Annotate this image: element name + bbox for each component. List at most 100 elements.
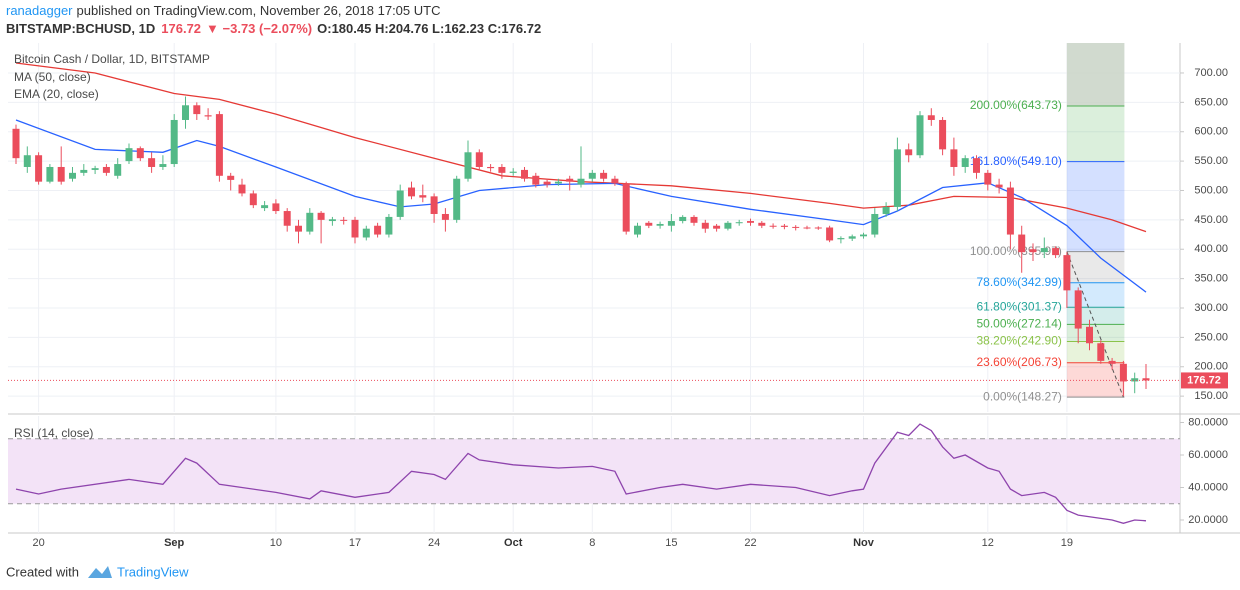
fib-zone (1066, 251, 1125, 283)
candle-body (385, 216, 393, 235)
candle-body (1040, 248, 1048, 253)
candle-body (554, 181, 562, 184)
legend-ema: EMA (20, close) (14, 87, 99, 101)
x-tick-label: 24 (428, 537, 440, 549)
candle-body (453, 178, 461, 220)
x-tick-label: 19 (1061, 537, 1073, 549)
x-tick-label: 10 (270, 537, 282, 549)
y-tick-label: 400.00 (1194, 243, 1228, 255)
fib-label: 0.00%(148.27) (983, 389, 1062, 403)
candle-body (159, 164, 167, 167)
x-tick-label: Nov (853, 537, 875, 549)
rsi-tick-label: 60.0000 (1188, 449, 1228, 461)
last-price-tag (1181, 372, 1228, 389)
rsi-line (15, 423, 1147, 524)
candle-body (600, 172, 608, 179)
fib-label: 200.00%(643.73) (970, 98, 1062, 112)
candle-body (238, 184, 246, 194)
candle-body (261, 205, 269, 209)
y-tick-label: 600.00 (1194, 126, 1228, 138)
candle-body (769, 225, 777, 227)
candle-body (306, 212, 314, 232)
author[interactable]: ranadagger (6, 3, 73, 18)
x-tick-label: Oct (504, 537, 523, 549)
candle-body (1119, 363, 1127, 382)
candle-body (1063, 255, 1071, 291)
fib-label: 161.80%(549.10) (970, 154, 1062, 168)
candle-body (679, 216, 687, 222)
fib-zone (1066, 106, 1125, 162)
candle-body (1029, 249, 1037, 253)
candle-body (803, 227, 811, 229)
candle-body (961, 158, 969, 167)
candle-body (351, 219, 359, 238)
candle-body (419, 195, 427, 198)
fib-label: 100.00%(395.97) (970, 244, 1062, 258)
candle-body (283, 211, 291, 226)
fib-label: 78.60%(342.99) (976, 275, 1061, 289)
candle-body (634, 225, 641, 235)
header: ranadagger published on TradingView.com, … (6, 3, 541, 36)
rsi-tick-label: 80.0000 (1188, 416, 1228, 428)
candle-body (487, 166, 495, 169)
header-line: ranadagger published on TradingView.com, … (6, 3, 440, 18)
candle-body (57, 166, 65, 182)
candle-body (204, 115, 212, 117)
candle-body (430, 196, 438, 214)
y-tick-label: 150.00 (1194, 390, 1228, 402)
chart-title: Bitcoin Cash / Dollar, 1D, BITSTAMP (14, 52, 210, 66)
candle-body (566, 178, 574, 182)
candle-body (814, 227, 822, 229)
rsi-tick-label: 20.0000 (1188, 514, 1228, 526)
candle-body (1142, 378, 1150, 381)
published: published on TradingView.com, November 2… (77, 3, 441, 18)
candle-body (102, 166, 110, 173)
candle-body (543, 181, 551, 185)
x-tick-label: 17 (349, 537, 361, 549)
candle-body (713, 225, 721, 229)
candle-body (227, 175, 235, 180)
candle-body (1131, 378, 1139, 382)
candle-body (148, 158, 156, 167)
candle-body (46, 166, 54, 182)
candle-body (12, 128, 20, 159)
fib-zone (1066, 324, 1125, 342)
candle-body (747, 221, 754, 223)
candle-body (509, 171, 517, 173)
candle-body (521, 169, 528, 179)
legend-ma: MA (50, close) (14, 70, 91, 84)
x-tick-label: Sep (164, 537, 184, 549)
logo (88, 566, 112, 578)
candle-body (1052, 248, 1060, 256)
candle-body (622, 183, 630, 232)
candle-body (23, 155, 31, 167)
brand[interactable]: TradingView (117, 564, 189, 579)
candle-body (577, 178, 585, 185)
candle-body (667, 221, 675, 226)
candle-body (792, 226, 800, 228)
y-tick-label: 550.00 (1194, 155, 1228, 167)
candle-body (170, 119, 178, 165)
candle-body (249, 193, 257, 206)
candle-body (193, 105, 201, 115)
y-tick-label: 650.00 (1194, 96, 1228, 108)
symbol-line: BITSTAMP:BCHUSD, 1D 176.72 ▼ −3.73 (−2.07%… (6, 21, 541, 36)
fib-label: 38.20%(242.90) (976, 334, 1061, 348)
change: ▼ −3.73 (−2.07%) (206, 21, 312, 36)
rsi-title: RSI (14, close) (14, 426, 93, 440)
candle-body (611, 178, 619, 184)
candle-body (396, 190, 404, 217)
fib-top-zone (1066, 43, 1125, 107)
candle-body (645, 222, 653, 226)
candle-body (984, 172, 992, 185)
candle-body (837, 238, 845, 240)
candle-body (1018, 234, 1026, 253)
candle-body (317, 212, 325, 220)
candle-body (724, 222, 732, 229)
candle-body (995, 184, 1003, 188)
rsi-tick-label: 40.0000 (1188, 481, 1228, 493)
candle-body (882, 206, 890, 214)
x-tick-label: 22 (744, 537, 756, 549)
candle-body (295, 225, 302, 232)
